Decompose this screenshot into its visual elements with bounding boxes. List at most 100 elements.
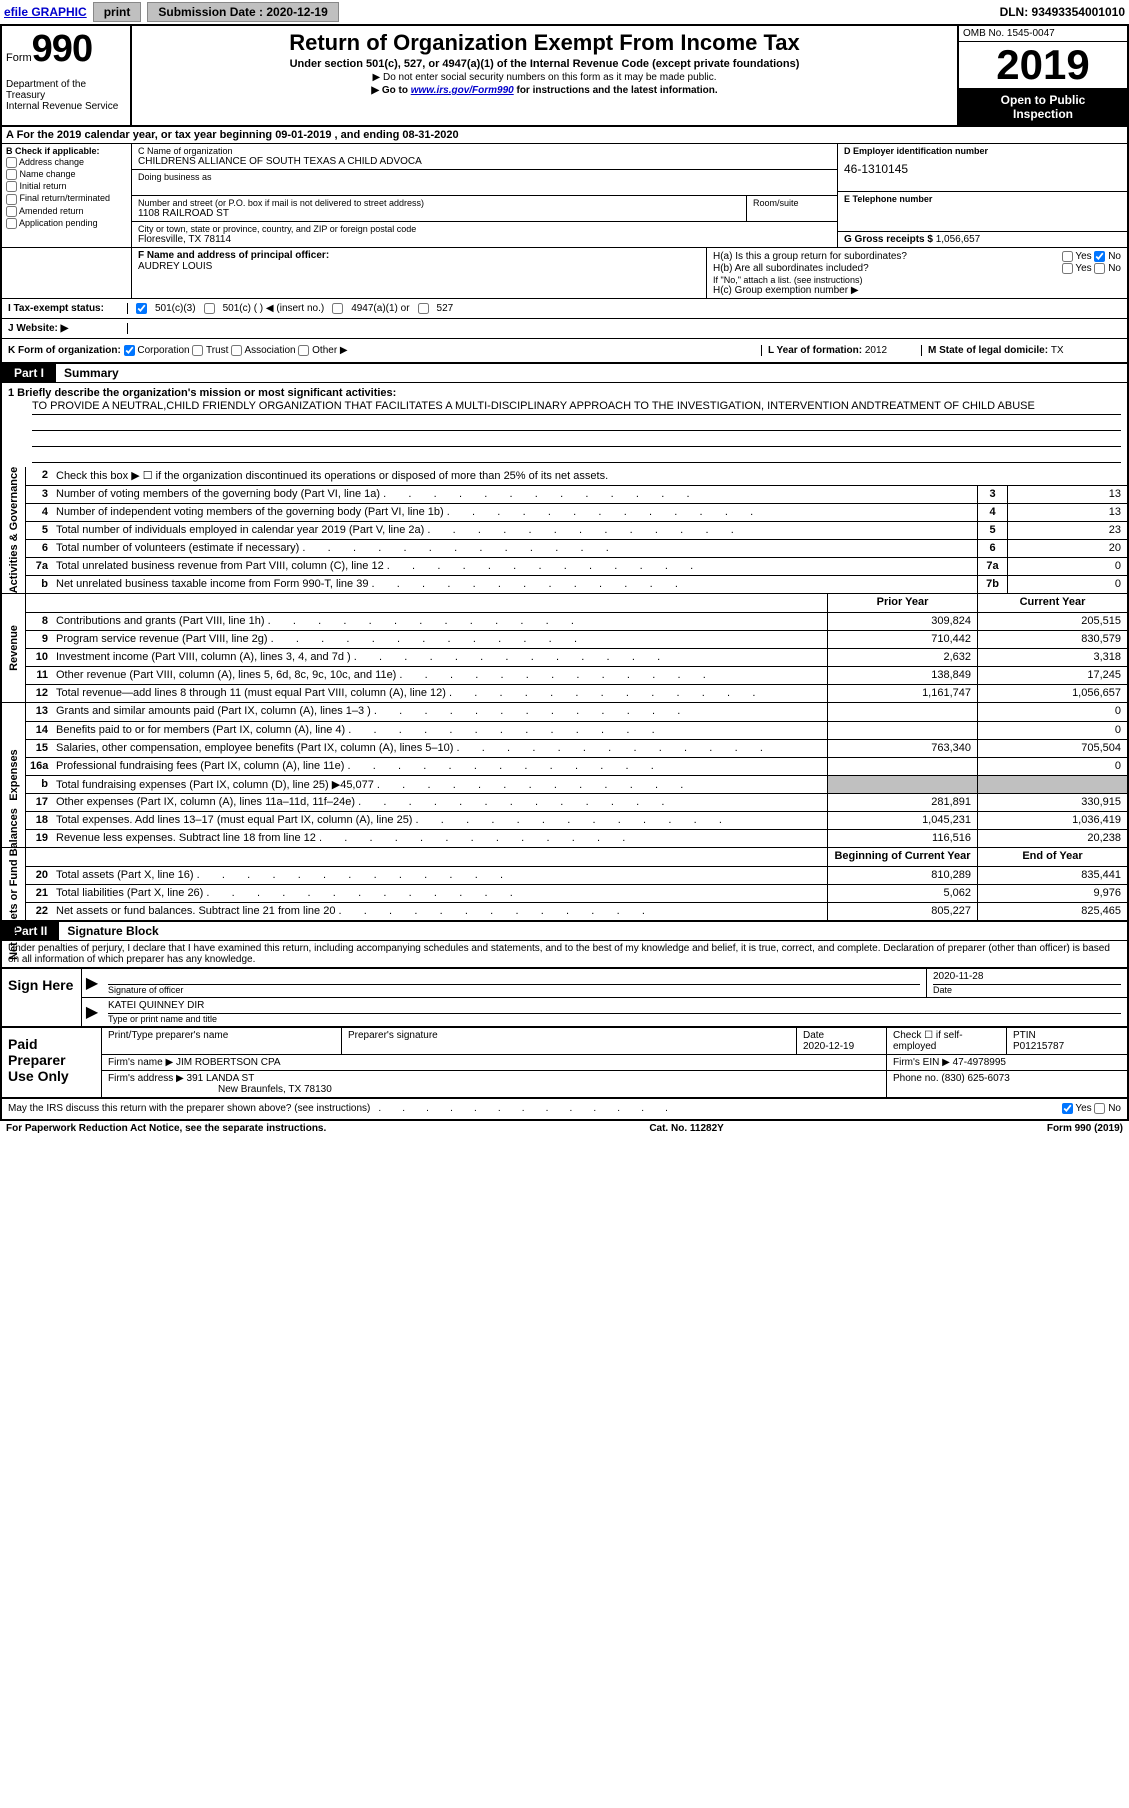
city-label: City or town, state or province, country… (138, 224, 831, 234)
check-corporation[interactable] (124, 345, 135, 356)
line-desc: Check this box ▶ ☐ if the organization d… (52, 467, 1127, 485)
current-year-val (977, 776, 1127, 793)
tax-exempt-row: I Tax-exempt status: 501(c)(3) 501(c) ( … (0, 299, 1129, 319)
b-header: B Check if applicable: (6, 146, 127, 156)
prior-year-val: 1,161,747 (827, 685, 977, 702)
check-amended-return[interactable]: Amended return (6, 206, 127, 217)
check-final-return[interactable]: Final return/terminated (6, 193, 127, 204)
dba-label: Doing business as (138, 172, 831, 182)
py-cy-header: Prior Year Current Year (26, 594, 1127, 612)
activities-governance-block: Activities & Governance 2 Check this box… (0, 467, 1129, 594)
beginning-year-val: 5,062 (827, 885, 977, 902)
gov-line: 2 Check this box ▶ ☐ if the organization… (26, 467, 1127, 485)
section-bcdeg: B Check if applicable: Address change Na… (0, 144, 1129, 248)
mission-text: TO PROVIDE A NEUTRAL,CHILD FRIENDLY ORGA… (32, 399, 1121, 415)
f-value: AUDREY LOUIS (138, 261, 700, 272)
current-year-header: Current Year (977, 594, 1127, 612)
check-501c[interactable] (204, 303, 215, 314)
check-application-pending[interactable]: Application pending (6, 218, 127, 229)
beginning-year-val: 810,289 (827, 867, 977, 884)
hb-no-check[interactable] (1094, 263, 1105, 274)
trust-label: Trust (206, 345, 228, 356)
prep-date-value: 2020-12-19 (803, 1041, 880, 1052)
gov-line: 3 Number of voting members of the govern… (26, 485, 1127, 503)
form-subtitle-3: ▶ Go to www.irs.gov/Form990 for instruct… (140, 85, 949, 96)
tax-year-row: A For the 2019 calendar year, or tax yea… (0, 127, 1129, 144)
omb-number: OMB No. 1545-0047 (959, 26, 1127, 42)
exp-line: 19 Revenue less expenses. Subtract line … (26, 829, 1127, 847)
addr-value: 1108 RAILROAD ST (138, 208, 740, 219)
line-desc: Total fundraising expenses (Part IX, col… (52, 776, 827, 793)
current-year-val: 1,036,419 (977, 812, 1127, 829)
check-initial-return[interactable]: Initial return (6, 181, 127, 192)
ha-label: H(a) Is this a group return for subordin… (713, 251, 907, 262)
l-label: L Year of formation: (768, 345, 865, 356)
line-num: 22 (26, 903, 52, 920)
gov-line: 7a Total unrelated business revenue from… (26, 557, 1127, 575)
check-527[interactable] (418, 303, 429, 314)
efile-link[interactable]: efile GRAPHIC (4, 5, 87, 19)
print-button[interactable]: print (93, 2, 142, 22)
sign-here-label: Sign Here (2, 969, 82, 1026)
check-trust[interactable] (192, 345, 203, 356)
submission-date-button[interactable]: Submission Date : 2020-12-19 (147, 2, 338, 22)
line-box-val: 20 (1007, 540, 1127, 557)
preparer-name-label: Print/Type preparer's name (108, 1030, 335, 1041)
prior-year-val: 309,824 (827, 613, 977, 630)
form-title: Return of Organization Exempt From Incom… (140, 30, 949, 56)
prior-year-val: 710,442 (827, 631, 977, 648)
current-year-val: 20,238 (977, 830, 1127, 847)
irs-gov-link[interactable]: www.irs.gov/Form990 (411, 85, 514, 96)
hb-note: If "No," attach a list. (see instruction… (713, 275, 1121, 285)
discuss-no-check[interactable] (1094, 1103, 1105, 1114)
current-year-val: 17,245 (977, 667, 1127, 684)
discuss-row: May the IRS discuss this return with the… (0, 1099, 1129, 1120)
gov-line: 5 Total number of individuals employed i… (26, 521, 1127, 539)
prior-year-val (827, 776, 977, 793)
ha-no-check[interactable] (1094, 251, 1105, 262)
check-4947[interactable] (332, 303, 343, 314)
check-name-change[interactable]: Name change (6, 169, 127, 180)
footer-right: Form 990 (2019) (1047, 1123, 1123, 1134)
phone-value: (830) 625-6073 (941, 1073, 1009, 1084)
f-label: F Name and address of principal officer: (138, 250, 329, 261)
line-num: 16a (26, 758, 52, 775)
part1-header: Part I Summary (0, 364, 1129, 383)
check-association[interactable] (231, 345, 242, 356)
end-year-val: 825,465 (977, 903, 1127, 920)
line-box-num: 3 (977, 486, 1007, 503)
firm-addr-value-2: New Braunfels, TX 78130 (218, 1084, 332, 1095)
end-year-header: End of Year (977, 848, 1127, 866)
hb-yes-check[interactable] (1062, 263, 1073, 274)
mission-label: 1 Briefly describe the organization's mi… (8, 387, 396, 399)
line-box-val: 13 (1007, 486, 1127, 503)
current-year-val: 830,579 (977, 631, 1127, 648)
city-value: Floresville, TX 78114 (138, 234, 831, 245)
mission-blank-1 (32, 415, 1121, 431)
check-other[interactable] (298, 345, 309, 356)
part1-label: Summary (56, 366, 119, 380)
current-year-val: 0 (977, 722, 1127, 739)
prior-year-val: 763,340 (827, 740, 977, 757)
sign-here-block: Sign Here ▶ Signature of officer 2020-11… (0, 969, 1129, 1028)
line-num: b (26, 576, 52, 593)
line-num: 7a (26, 558, 52, 575)
line-num: 11 (26, 667, 52, 684)
exp-line: 13 Grants and similar amounts paid (Part… (26, 703, 1127, 721)
ha-yes-check[interactable] (1062, 251, 1073, 262)
footer-row: For Paperwork Reduction Act Notice, see … (0, 1121, 1129, 1136)
line-box-val: 0 (1007, 576, 1127, 593)
discuss-yes-check[interactable] (1062, 1103, 1073, 1114)
line-num: 21 (26, 885, 52, 902)
exp-line: b Total fundraising expenses (Part IX, c… (26, 775, 1127, 793)
line-num: 8 (26, 613, 52, 630)
current-year-val: 1,056,657 (977, 685, 1127, 702)
check-address-change[interactable]: Address change (6, 157, 127, 168)
501c-label: 501(c) ( ) ◀ (insert no.) (223, 303, 325, 314)
hc-label: H(c) Group exemption number ▶ (713, 285, 1121, 296)
line-desc: Other expenses (Part IX, column (A), lin… (52, 794, 827, 811)
check-501c3[interactable] (136, 303, 147, 314)
discuss-question: May the IRS discuss this return with the… (8, 1103, 370, 1114)
exp-line: 18 Total expenses. Add lines 13–17 (must… (26, 811, 1127, 829)
line-num: 4 (26, 504, 52, 521)
